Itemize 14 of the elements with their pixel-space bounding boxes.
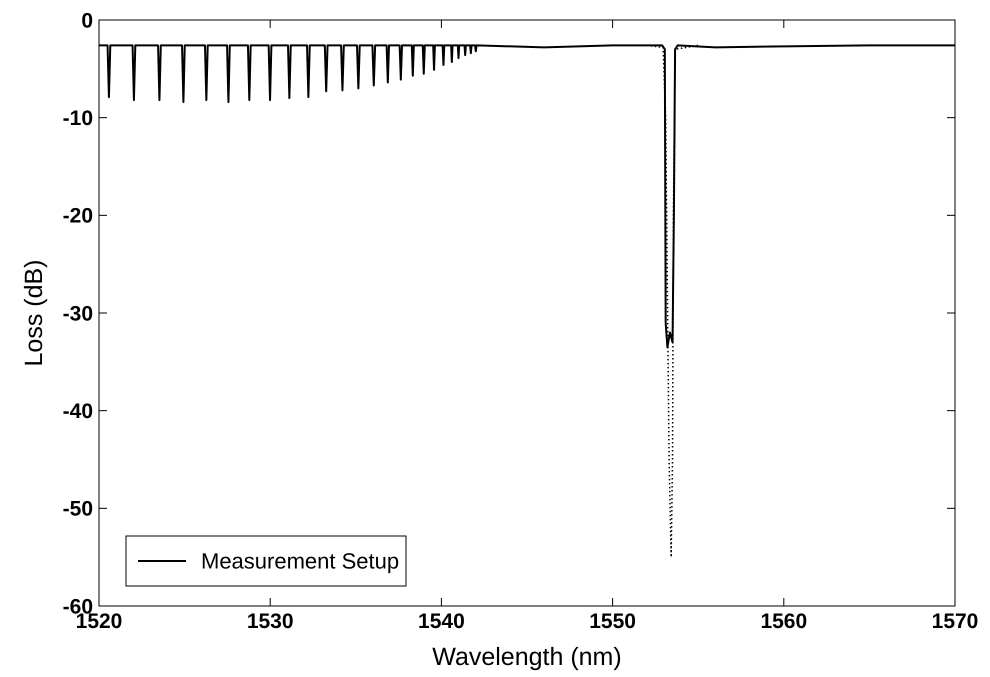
x-tick-label: 1530	[246, 610, 294, 633]
x-axis-title: Wavelength (nm)	[432, 643, 622, 671]
legend-label: Measurement Setup	[201, 548, 400, 574]
y-axis-title: Loss (dB)	[20, 260, 48, 366]
x-tick-label: 1540	[418, 610, 465, 633]
x-tick-label: 1560	[760, 610, 808, 633]
y-tick-label: 0	[81, 9, 93, 32]
y-tick-label: -10	[62, 107, 93, 130]
y-tick-label: -40	[62, 400, 93, 424]
y-tick-label: -30	[62, 302, 93, 326]
y-tick-label: -50	[62, 498, 93, 521]
y-tick-label: -20	[62, 204, 93, 228]
x-tick-label: 1570	[932, 610, 978, 633]
x-tick-label: 1550	[589, 610, 636, 633]
